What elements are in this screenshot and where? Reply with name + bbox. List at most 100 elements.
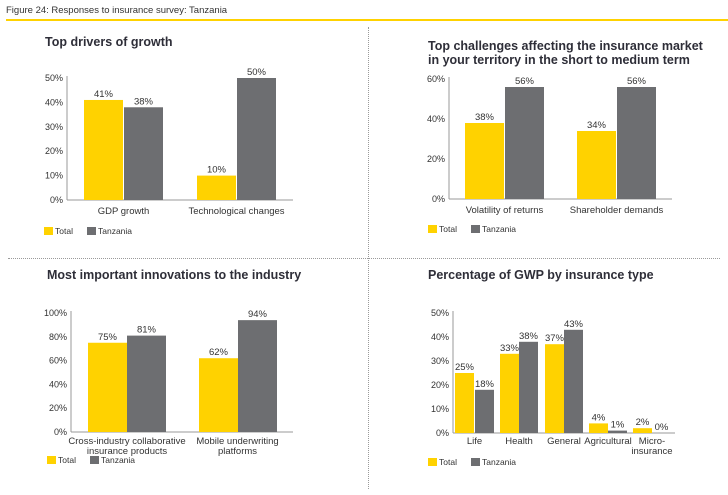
bar-total bbox=[88, 342, 127, 432]
y-tick-label: 40% bbox=[49, 379, 67, 389]
bar-tanzania bbox=[564, 329, 583, 433]
y-tick-label: 20% bbox=[45, 146, 63, 156]
legend-swatch-total bbox=[428, 458, 437, 466]
chart-3: Most important innovations to the indust… bbox=[44, 268, 301, 465]
data-label: 62% bbox=[209, 347, 229, 358]
legend: Total Tanzania bbox=[47, 455, 135, 465]
bar-total bbox=[589, 423, 608, 433]
bar-total bbox=[197, 175, 236, 200]
x-category-label: Micro- bbox=[639, 436, 665, 447]
data-label: 1% bbox=[611, 420, 625, 431]
legend-label: Total bbox=[439, 457, 457, 467]
y-tick-label: 30% bbox=[431, 356, 449, 366]
chart-title: Top drivers of growth bbox=[45, 35, 173, 49]
legend-swatch-total bbox=[428, 225, 437, 233]
y-tick-label: 0% bbox=[54, 427, 67, 437]
y-tick-label: 40% bbox=[45, 97, 63, 107]
data-label: 56% bbox=[515, 76, 535, 87]
y-tick-label: 30% bbox=[45, 122, 63, 132]
chart-title: Top challenges affecting the insurance m… bbox=[428, 39, 704, 53]
y-tick-label: 100% bbox=[44, 308, 67, 318]
y-tick-label: 80% bbox=[49, 332, 67, 342]
y-tick-label: 10% bbox=[45, 171, 63, 181]
figure-caption: Figure 24: Responses to insurance survey… bbox=[6, 5, 228, 16]
chart-title: Most important innovations to the indust… bbox=[47, 268, 301, 282]
chart-2: Top challenges affecting the insurance m… bbox=[427, 39, 704, 234]
legend-label: Tanzania bbox=[98, 226, 132, 236]
data-label: 25% bbox=[455, 362, 475, 373]
data-label: 10% bbox=[207, 165, 227, 176]
x-category-label: platforms bbox=[218, 446, 257, 457]
chart-4: Percentage of GWP by insurance type 0% 10%… bbox=[428, 268, 675, 467]
legend-swatch-tanzania bbox=[87, 227, 96, 235]
y-tick-label: 10% bbox=[431, 404, 449, 414]
bar-tanzania bbox=[617, 87, 656, 199]
horizontal-divider bbox=[8, 258, 720, 259]
x-category-label: Health bbox=[505, 436, 532, 447]
x-category-label: Shareholder demands bbox=[570, 205, 664, 216]
data-label: 18% bbox=[475, 379, 495, 390]
y-tick-label: 20% bbox=[431, 380, 449, 390]
bar-total bbox=[455, 373, 474, 433]
data-label: 2% bbox=[636, 417, 650, 428]
bar-total bbox=[465, 123, 504, 199]
x-category-label: General bbox=[547, 436, 581, 447]
x-category-label: Technological changes bbox=[188, 206, 284, 217]
legend-swatch-total bbox=[44, 227, 53, 235]
x-category-label: Cross-industry collaborative bbox=[68, 436, 185, 447]
x-category-label: GDP growth bbox=[98, 206, 150, 217]
y-tick-label: 0% bbox=[436, 428, 449, 438]
data-label: 38% bbox=[134, 96, 154, 107]
legend-label: Tanzania bbox=[482, 224, 516, 234]
y-tick-label: 40% bbox=[431, 332, 449, 342]
data-label: 81% bbox=[137, 325, 157, 336]
y-tick-label: 20% bbox=[49, 403, 67, 413]
legend-label: Tanzania bbox=[482, 457, 516, 467]
bar-tanzania bbox=[237, 78, 276, 200]
data-label: 43% bbox=[564, 319, 584, 330]
chart-title: Percentage of GWP by insurance type bbox=[428, 268, 654, 282]
data-label: 34% bbox=[587, 120, 607, 131]
x-category-label: Volatility of returns bbox=[466, 205, 544, 216]
bar-tanzania bbox=[608, 430, 627, 433]
data-label: 38% bbox=[475, 112, 495, 123]
bar-total bbox=[84, 99, 123, 200]
data-label: 37% bbox=[545, 333, 565, 344]
legend-swatch-total bbox=[47, 456, 56, 464]
legend: Total Tanzania bbox=[428, 224, 516, 234]
x-category-label: Agricultural bbox=[584, 436, 632, 447]
caption-rule bbox=[6, 19, 728, 21]
data-label: 4% bbox=[592, 412, 606, 423]
data-label: 38% bbox=[519, 331, 539, 342]
data-label: 41% bbox=[94, 89, 114, 100]
legend-label: Total bbox=[439, 224, 457, 234]
chart-1: Top drivers of growth 0% 10% 20% 30% 40% 50% 41… bbox=[44, 35, 293, 236]
chart-title: in your territory in the short to medium… bbox=[428, 53, 690, 67]
bar-total bbox=[545, 344, 564, 433]
bar-tanzania bbox=[127, 335, 166, 432]
y-tick-label: 40% bbox=[427, 114, 445, 124]
legend-swatch-tanzania bbox=[471, 458, 480, 466]
bar-tanzania bbox=[238, 320, 277, 432]
legend: Total Tanzania bbox=[428, 457, 516, 467]
legend-label: Tanzania bbox=[101, 455, 135, 465]
data-label: 56% bbox=[627, 76, 647, 87]
bar-tanzania bbox=[505, 87, 544, 199]
y-tick-label: 50% bbox=[431, 308, 449, 318]
bar-total bbox=[500, 353, 519, 433]
bar-tanzania bbox=[124, 107, 163, 200]
y-tick-label: 50% bbox=[45, 73, 63, 83]
data-label: 33% bbox=[500, 343, 520, 354]
legend-swatch-tanzania bbox=[471, 225, 480, 233]
x-category-label: Mobile underwriting bbox=[196, 436, 278, 447]
data-label: 94% bbox=[248, 309, 268, 320]
data-label: 50% bbox=[247, 67, 267, 78]
x-category-label: Life bbox=[467, 436, 482, 447]
bar-tanzania bbox=[475, 389, 494, 433]
bar-total bbox=[199, 358, 238, 432]
legend: Total Tanzania bbox=[44, 226, 132, 236]
y-tick-label: 60% bbox=[427, 74, 445, 84]
data-label: 75% bbox=[98, 332, 118, 343]
data-label: 0% bbox=[655, 422, 669, 433]
legend-swatch-tanzania bbox=[90, 456, 99, 464]
